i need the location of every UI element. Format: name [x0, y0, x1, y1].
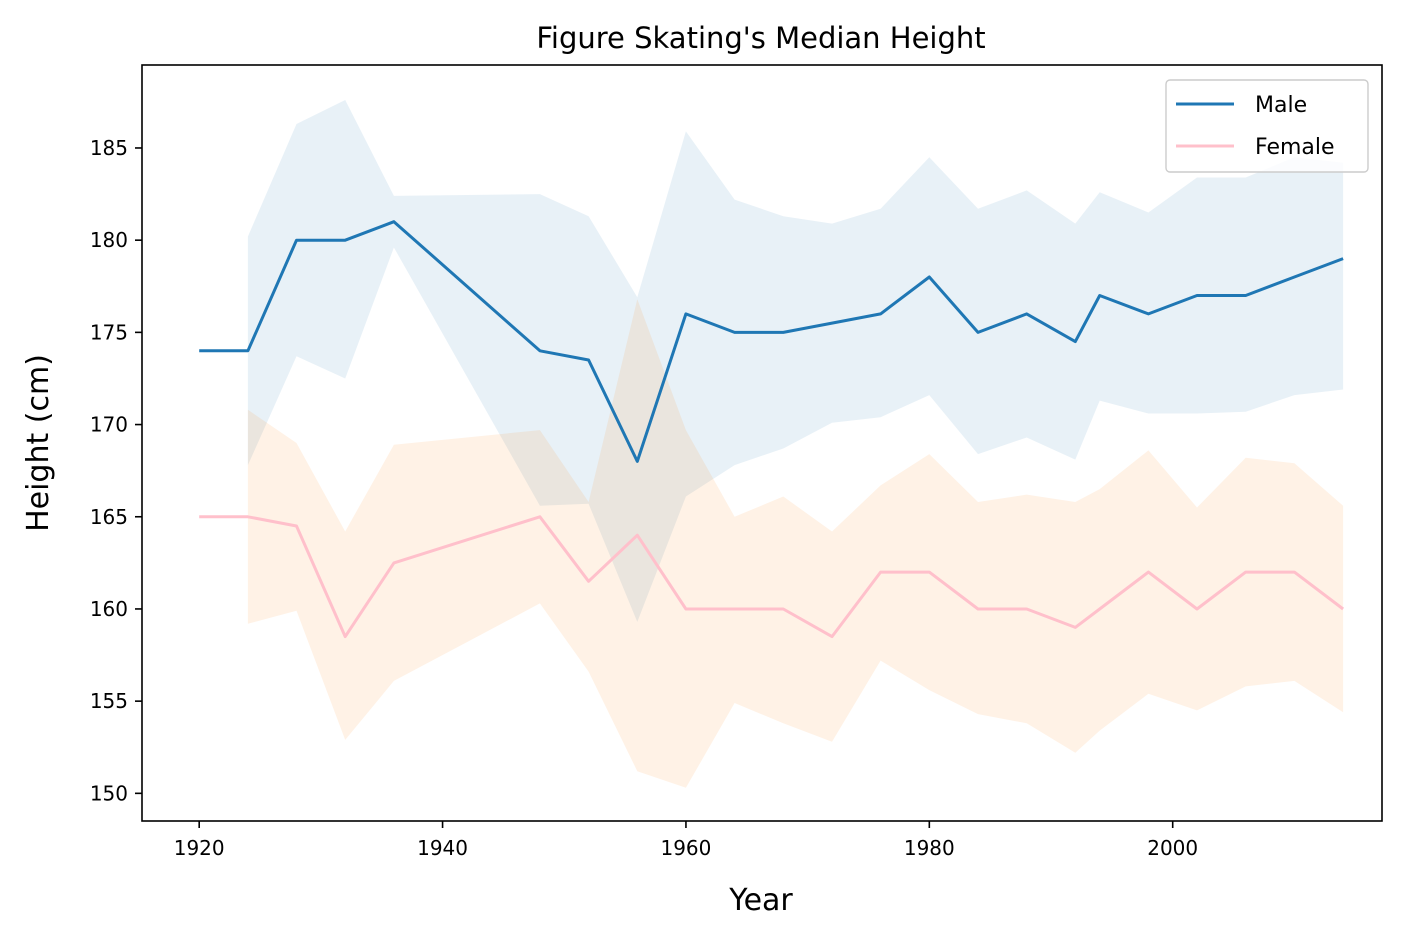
legend: Male Female	[1165, 79, 1369, 173]
chart-title: Figure Skating's Median Height	[536, 21, 985, 55]
x-tick-label: 2000	[1147, 836, 1198, 860]
series-line-male	[199, 220, 1344, 463]
x-tick-label: 1960	[660, 836, 711, 860]
y-tick-label: 170	[90, 413, 128, 437]
y-tick-label: 155	[90, 689, 128, 713]
y-tick-label: 175	[90, 320, 128, 344]
y-tick-label: 185	[90, 136, 128, 160]
x-axis: 1920 1940 1960 1980 2000	[174, 821, 1198, 860]
y-tick-label: 180	[90, 228, 128, 252]
y-axis-title: Height (cm)	[21, 354, 56, 532]
band-male	[247, 100, 1344, 622]
legend-label-female: Female	[1255, 135, 1335, 160]
legend-label-male: Male	[1255, 93, 1307, 118]
x-axis-title: Year	[728, 883, 793, 918]
y-tick-label: 160	[90, 597, 128, 621]
y-tick-label: 165	[90, 505, 128, 529]
x-tick-label: 1920	[174, 836, 225, 860]
confidence-bands	[247, 100, 1344, 788]
series-line-female	[199, 515, 1345, 639]
series-lines	[199, 220, 1345, 639]
y-axis: 150 155 160 165 170 175 180 185	[90, 136, 142, 805]
x-tick-label: 1980	[904, 836, 955, 860]
y-tick-label: 150	[90, 781, 128, 805]
x-tick-label: 1940	[417, 836, 468, 860]
band-female	[247, 299, 1344, 788]
plot-frame	[141, 64, 1383, 822]
